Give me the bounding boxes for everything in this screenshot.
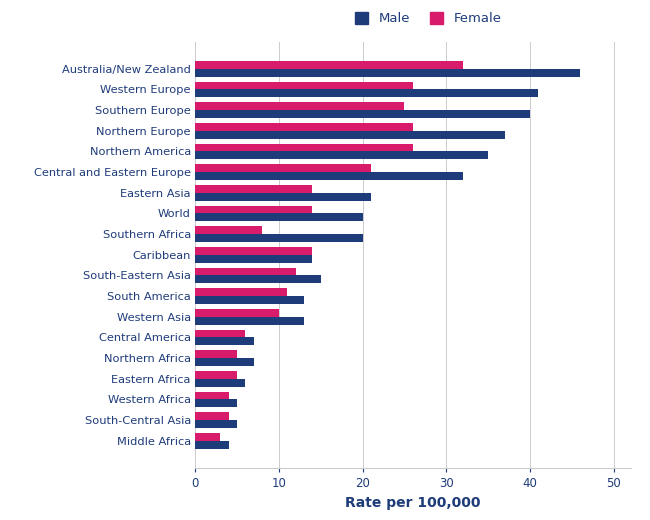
Bar <box>195 205 312 214</box>
Bar <box>195 337 254 345</box>
Bar <box>195 82 413 89</box>
X-axis label: Rate per 100,000: Rate per 100,000 <box>345 496 480 510</box>
Bar <box>195 371 237 379</box>
Bar <box>195 185 312 193</box>
Legend: Male, Female: Male, Female <box>355 12 502 25</box>
Bar <box>195 358 254 366</box>
Bar <box>195 247 312 255</box>
Bar <box>195 412 229 420</box>
Bar <box>195 131 505 139</box>
Bar <box>195 330 245 337</box>
Bar <box>195 309 279 317</box>
Bar <box>195 226 262 234</box>
Bar <box>195 172 463 180</box>
Bar <box>195 392 229 399</box>
Bar <box>195 399 237 407</box>
Bar <box>195 276 320 283</box>
Bar <box>195 433 220 441</box>
Bar <box>195 110 530 118</box>
Bar <box>195 89 538 97</box>
Bar <box>195 123 413 131</box>
Bar <box>195 441 229 449</box>
Bar <box>195 317 304 324</box>
Bar <box>195 255 312 263</box>
Bar <box>195 234 363 242</box>
Bar <box>195 151 488 159</box>
Bar <box>195 164 371 172</box>
Bar <box>195 69 580 76</box>
Bar <box>195 350 237 358</box>
Bar <box>195 288 287 296</box>
Bar <box>195 296 304 304</box>
Bar <box>195 420 237 428</box>
Bar <box>195 268 296 276</box>
Bar <box>195 102 404 110</box>
Bar <box>195 144 413 151</box>
Bar <box>195 193 371 201</box>
Bar <box>195 214 363 222</box>
Bar <box>195 379 245 387</box>
Bar <box>195 61 463 69</box>
